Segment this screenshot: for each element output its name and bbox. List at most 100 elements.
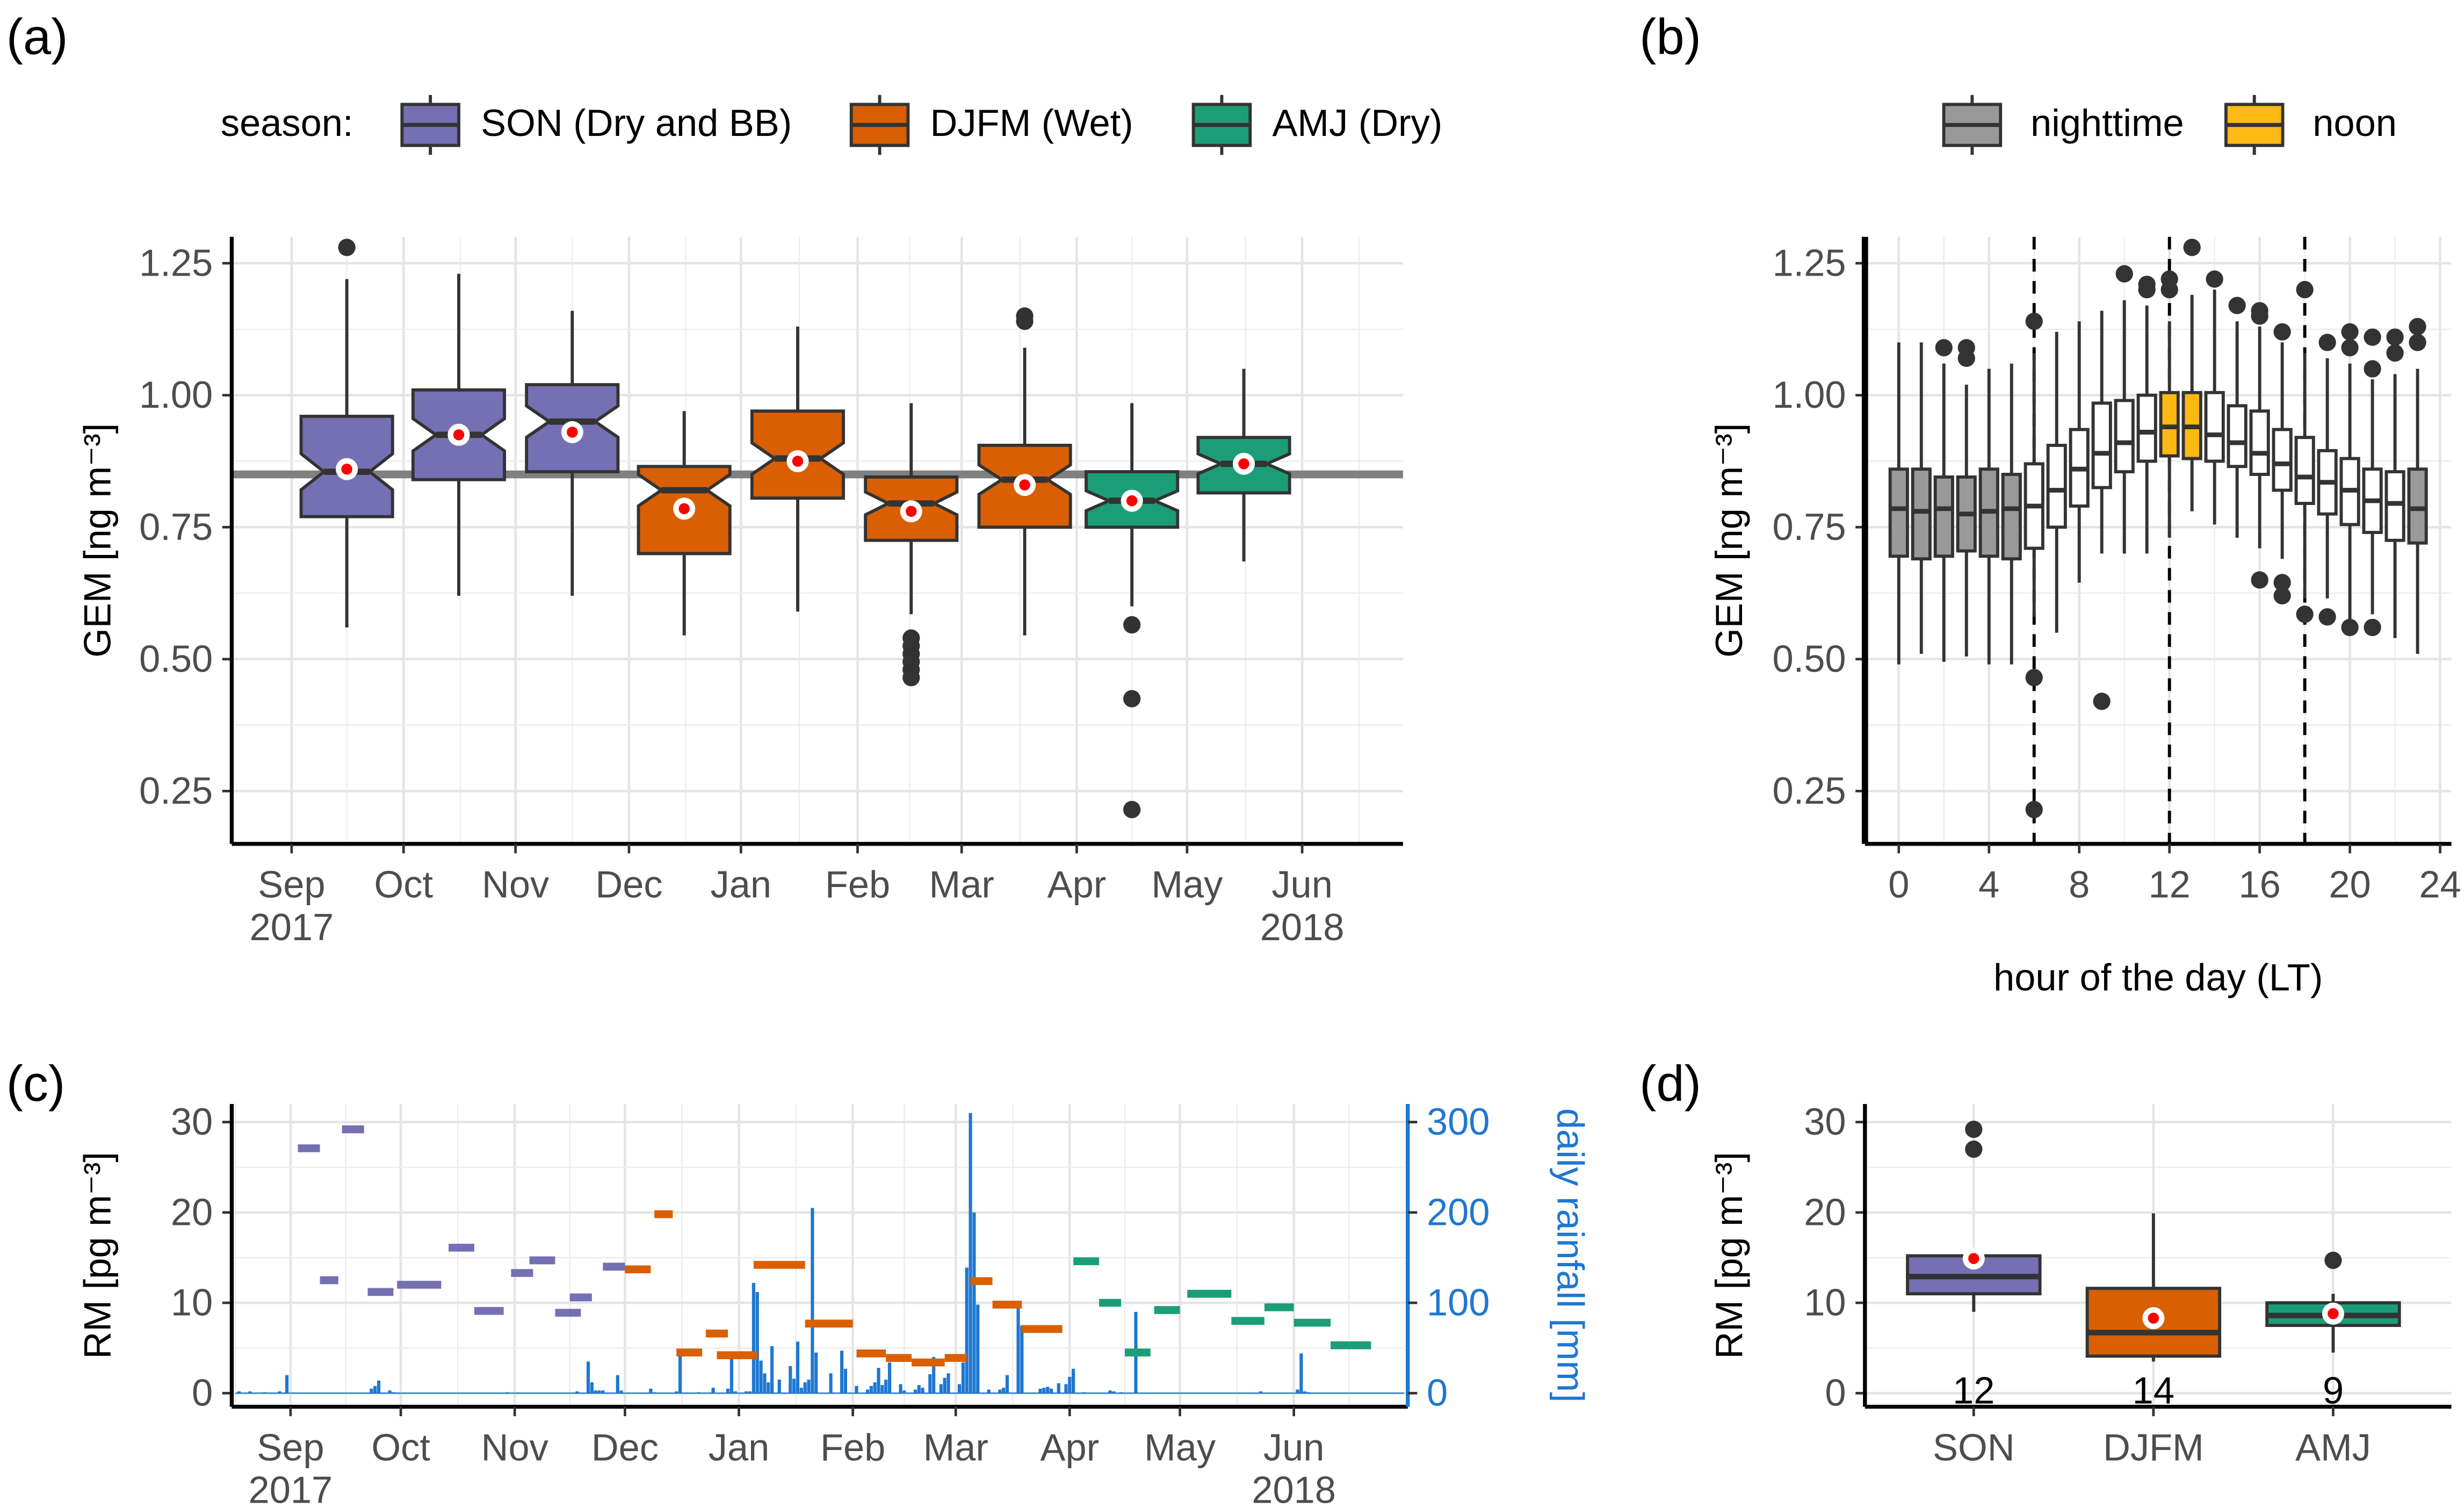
box-hour-9 — [2091, 401, 2112, 489]
mean-marker — [1238, 458, 1249, 470]
mean-marker — [792, 456, 804, 467]
mean-marker — [678, 503, 690, 515]
y-tick-label: 0 — [1825, 1372, 1846, 1414]
legend-label: SON (Dry and BB) — [481, 102, 792, 144]
mean-marker — [567, 427, 578, 438]
outlier-point — [2251, 571, 2268, 589]
outlier-point — [2093, 692, 2111, 710]
x-tick-label: Jun — [1271, 863, 1333, 906]
y-tick-label: 0.25 — [1773, 769, 1846, 812]
box-hour-18 — [2294, 436, 2315, 506]
rainfall-bar — [729, 1352, 733, 1394]
rainfall-bar — [392, 1392, 395, 1394]
rainfall-bar — [877, 1368, 880, 1394]
x-tick-label: Feb — [825, 863, 890, 906]
rainfall-bar — [237, 1391, 241, 1394]
rainfall-bar — [972, 1212, 976, 1394]
outlier-point — [2160, 281, 2178, 299]
mean-marker — [2148, 1312, 2159, 1324]
x-tick-label: Oct — [374, 863, 433, 906]
y-tick-label: 1.25 — [139, 242, 213, 284]
x-tick-label: Jan — [709, 1426, 770, 1468]
rainfall-bar — [619, 1390, 623, 1394]
rainfall-bar — [388, 1390, 392, 1394]
rainfall-bar — [616, 1375, 619, 1394]
panel-d: 0 10 20 30 12 14 9 SON DJFM AMJ RM [pg m⁻³] — [1708, 1100, 2452, 1468]
rainfall-bar — [649, 1388, 653, 1394]
y-tick-label: 0.25 — [139, 769, 213, 812]
y2-tick-label: 300 — [1427, 1100, 1490, 1143]
rainfall-bar — [969, 1113, 972, 1394]
rainfall-bar — [745, 1391, 748, 1394]
y-tick-label: 1.00 — [139, 373, 213, 416]
rainfall-bar — [586, 1361, 590, 1394]
mean-marker — [1019, 479, 1030, 490]
x-tick-label: 2017 — [249, 1469, 333, 1508]
rainfall-bar — [759, 1360, 763, 1394]
x-tick-label: Nov — [482, 863, 549, 906]
rainfall-bar — [770, 1346, 774, 1394]
rainfall-bar — [752, 1283, 755, 1394]
rainfall-bar — [777, 1380, 781, 1394]
rainfall-bar — [803, 1382, 807, 1394]
outlier-point — [338, 239, 356, 256]
outlier-point — [2409, 334, 2426, 351]
outlier-point — [2183, 239, 2201, 256]
x-tick-label: Jan — [711, 863, 772, 906]
rainfall-bar — [792, 1379, 796, 1394]
x-tick-label: 2018 — [1260, 906, 1345, 948]
x-tick-label: Sep — [258, 863, 325, 906]
rainfall-bar — [1005, 1375, 1009, 1394]
rainfall-bar — [1068, 1376, 1072, 1394]
outlier-point — [1965, 1120, 1983, 1138]
rainfall-bar — [285, 1375, 289, 1394]
x-tick-label: Apr — [1040, 1426, 1099, 1468]
rainfall-bar — [829, 1373, 833, 1394]
y-tick-label: 0.50 — [1773, 637, 1846, 680]
box-hour-22 — [2384, 470, 2405, 542]
count-label: 9 — [2323, 1369, 2344, 1412]
rainfall-bar — [278, 1391, 281, 1394]
x-tick-label: DJFM — [2103, 1426, 2204, 1468]
outlier-point — [2364, 328, 2381, 346]
box-hour-17 — [2272, 428, 2293, 492]
legend-title: season: — [221, 102, 353, 144]
mean-marker — [2328, 1308, 2339, 1319]
x-tick-label: Oct — [371, 1426, 430, 1468]
y2-tick-label: 100 — [1427, 1281, 1490, 1324]
x-tick-label: Sep — [257, 1426, 324, 1468]
outlier-point — [2409, 318, 2426, 336]
rainfall-bar — [1020, 1325, 1024, 1394]
outlier-point — [2251, 307, 2268, 325]
rainfall-bar — [748, 1391, 752, 1394]
outlier-point — [2273, 587, 2291, 605]
rainfall-bar — [965, 1267, 969, 1394]
panel-label-b: (b) — [1639, 8, 1701, 64]
outlier-point — [2206, 270, 2223, 288]
rainfall-bar — [928, 1374, 932, 1394]
outlier-point — [1957, 349, 1975, 367]
outlier-point — [1935, 339, 1953, 357]
x-tick-label: May — [1151, 863, 1223, 906]
outlier-point — [1016, 307, 1034, 325]
rainfall-bar — [1016, 1308, 1020, 1394]
y-axis-title: RM [pg m⁻³] — [1708, 1152, 1750, 1359]
outlier-point — [2273, 323, 2291, 341]
rainfall-bar — [807, 1380, 811, 1394]
rainfall-bar — [939, 1384, 943, 1394]
count-label: 14 — [2133, 1369, 2174, 1412]
box-hour-16 — [2249, 409, 2270, 476]
rainfall-bar — [1299, 1353, 1303, 1394]
rainfall-bar — [987, 1389, 991, 1394]
rainfall-bar — [711, 1388, 715, 1394]
box-hour-1 — [1911, 467, 1932, 561]
outlier-point — [2386, 328, 2404, 346]
rainfall-bar — [1112, 1391, 1116, 1394]
rainfall-bar — [869, 1386, 873, 1394]
box-hour-0 — [1888, 467, 1909, 558]
x-tick-label: 20 — [2329, 863, 2371, 906]
rainfall-bar — [263, 1392, 267, 1394]
rainfall-bar — [917, 1385, 921, 1394]
x-tick-label: 8 — [2069, 863, 2090, 906]
rainfall-bar — [575, 1391, 579, 1394]
